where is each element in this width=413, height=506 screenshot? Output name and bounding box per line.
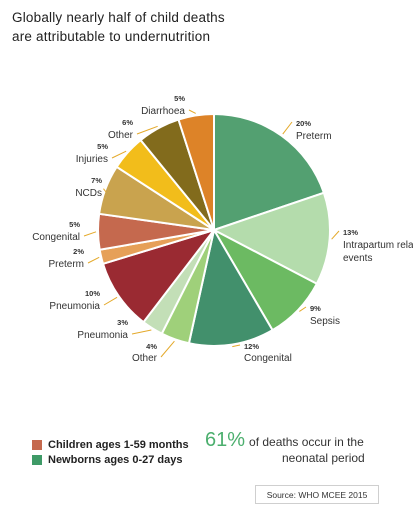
leader-line-4 — [232, 344, 241, 348]
legend-swatch-newborns — [32, 454, 42, 465]
data-label-value-8: 2% — [73, 247, 84, 256]
leader-line-10 — [103, 188, 107, 193]
pie-slice-2 — [211, 191, 331, 286]
stat-text-line-1: of deaths occur in the — [249, 435, 364, 449]
data-label-value-13: 5% — [174, 94, 185, 103]
leader-line-7 — [103, 296, 118, 306]
data-label-category-11: Injuries — [76, 154, 108, 165]
data-label-category-4: Congenital — [244, 353, 292, 364]
pie-slice-7 — [101, 228, 217, 324]
pie-chart: 20% Preterm 13% Intrapartum relatedevents 9%… — [32, 94, 413, 364]
data-label-value-9: 5% — [69, 220, 80, 229]
data-label-category-8: Preterm — [48, 259, 84, 270]
legend-item-newborns: Newborns ages 0-27 days — [32, 452, 189, 467]
leader-line-9 — [83, 231, 97, 237]
data-label-category-6: Pneumonia — [77, 330, 128, 341]
data-label-category-12: Other — [108, 130, 134, 141]
leader-line-12 — [136, 125, 158, 135]
leader-line-11 — [111, 150, 127, 159]
data-label-category-2: Intrapartum relatedevents — [343, 240, 413, 264]
leader-line-1 — [282, 121, 293, 135]
data-label-value-11: 5% — [97, 142, 108, 151]
leader-line-6 — [131, 329, 152, 335]
source-box: Source: WHO MCEE 2015 — [255, 485, 379, 504]
data-label-category-9: Congenital — [32, 232, 80, 243]
leader-line-8 — [87, 256, 100, 264]
data-label-value-1: 20% — [296, 119, 311, 128]
data-label-category-1: Preterm — [296, 131, 332, 142]
data-label-category-3: Sepsis — [310, 316, 340, 327]
pie-slice-4 — [187, 227, 274, 347]
data-label-value-12: 6% — [122, 118, 133, 127]
title-line-2: are attributable to undernutrition — [12, 29, 211, 44]
title-line-1: Globally nearly half of child deaths — [12, 10, 225, 25]
legend: Children ages 1-59 months Newborns ages … — [32, 437, 189, 467]
chart-title: Globally nearly half of child deaths are… — [12, 8, 312, 46]
leader-line-13 — [188, 109, 196, 114]
legend-label-newborns: Newborns ages 0-27 days — [48, 453, 183, 466]
data-label-value-2: 13% — [343, 228, 358, 237]
pie-slice-13 — [177, 112, 215, 231]
leader-line-5 — [160, 340, 175, 358]
data-label-category-10: NCDs — [75, 188, 102, 199]
neonatal-stat: 61% of deaths occur in the neonatal perio… — [205, 429, 385, 466]
data-label-value-10: 7% — [91, 176, 102, 185]
data-label-category-13: Diarrhoea — [141, 106, 185, 117]
legend-swatch-children — [32, 439, 42, 450]
leader-line-2 — [331, 230, 340, 240]
data-label-value-4: 12% — [244, 342, 259, 351]
stat-text-line-2: neonatal period — [282, 451, 365, 465]
data-label-value-7: 10% — [85, 289, 100, 298]
leader-line-3 — [299, 306, 307, 312]
pie-slice-1 — [213, 112, 326, 232]
legend-label-children: Children ages 1-59 months — [48, 438, 189, 451]
data-label-value-3: 9% — [310, 304, 321, 313]
data-label-category-7: Pneumonia — [49, 301, 100, 312]
legend-item-children: Children ages 1-59 months — [32, 437, 189, 452]
data-label-category-5: Other — [132, 353, 158, 364]
stat-value: 61% — [205, 429, 246, 451]
data-label-value-6: 3% — [117, 318, 128, 327]
data-label-value-5: 4% — [146, 342, 157, 351]
